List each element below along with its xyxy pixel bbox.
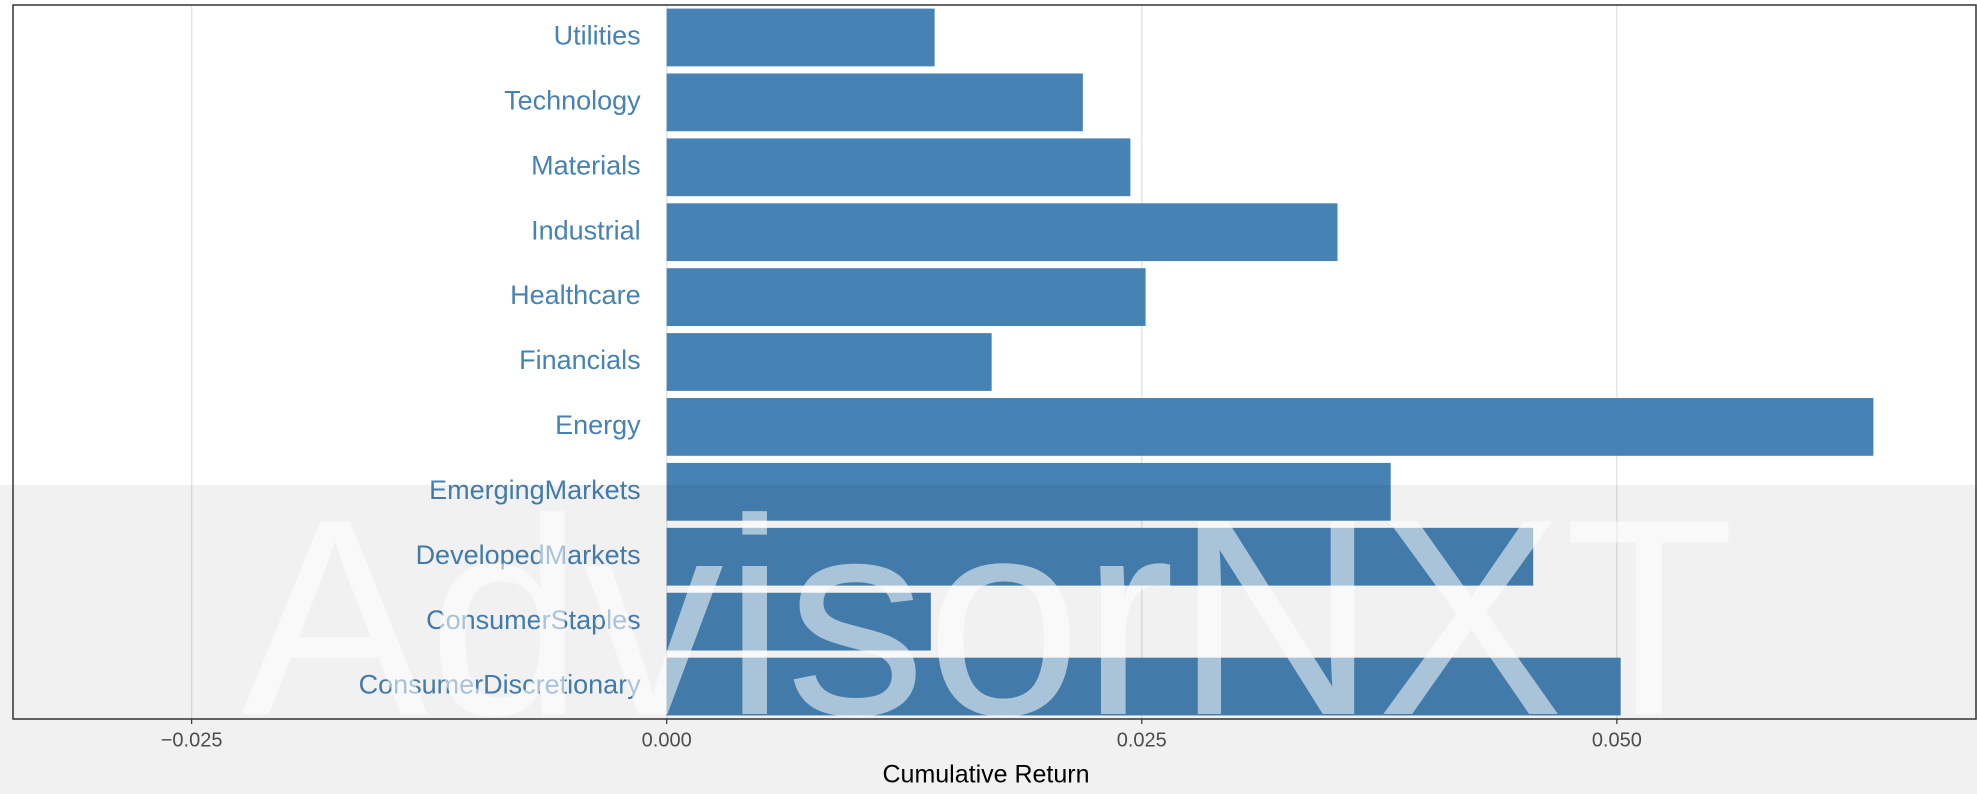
bar [666, 8, 935, 67]
category-label: Utilities [554, 21, 641, 51]
x-tick-label: 0.025 [1117, 729, 1167, 751]
x-axis-title: Cumulative Return [882, 761, 1089, 789]
category-label: Financials [519, 345, 641, 375]
category-label: Materials [531, 150, 641, 180]
bar [666, 138, 1131, 197]
bar [666, 73, 1083, 132]
bar [666, 333, 992, 391]
bars [666, 8, 1874, 716]
x-tick-label: −0.025 [161, 729, 223, 751]
bar [666, 203, 1338, 262]
x-tick-label: 0.000 [642, 729, 692, 751]
bar [666, 268, 1146, 326]
watermark: AdvisorNXT [241, 462, 1735, 774]
x-tick-label: 0.050 [1592, 729, 1642, 751]
category-label: Technology [504, 85, 641, 115]
labels: Utilities Technology Materials Industrial He… [359, 21, 642, 700]
category-label: Healthcare [510, 280, 641, 310]
category-label: ConsumerDiscretionary [359, 670, 642, 700]
bar [666, 527, 1534, 586]
watermark-band [0, 485, 1977, 794]
bar [666, 657, 1621, 716]
category-label: EmergingMarkets [429, 475, 641, 505]
category-label: Industrial [531, 215, 641, 245]
panel-border [12, 4, 1977, 720]
bar [666, 398, 1874, 456]
bar [666, 592, 931, 651]
category-label: Energy [555, 410, 641, 440]
category-label: ConsumerStaples [426, 605, 641, 635]
bar [666, 462, 1391, 521]
category-label: DevelopedMarkets [416, 540, 641, 570]
